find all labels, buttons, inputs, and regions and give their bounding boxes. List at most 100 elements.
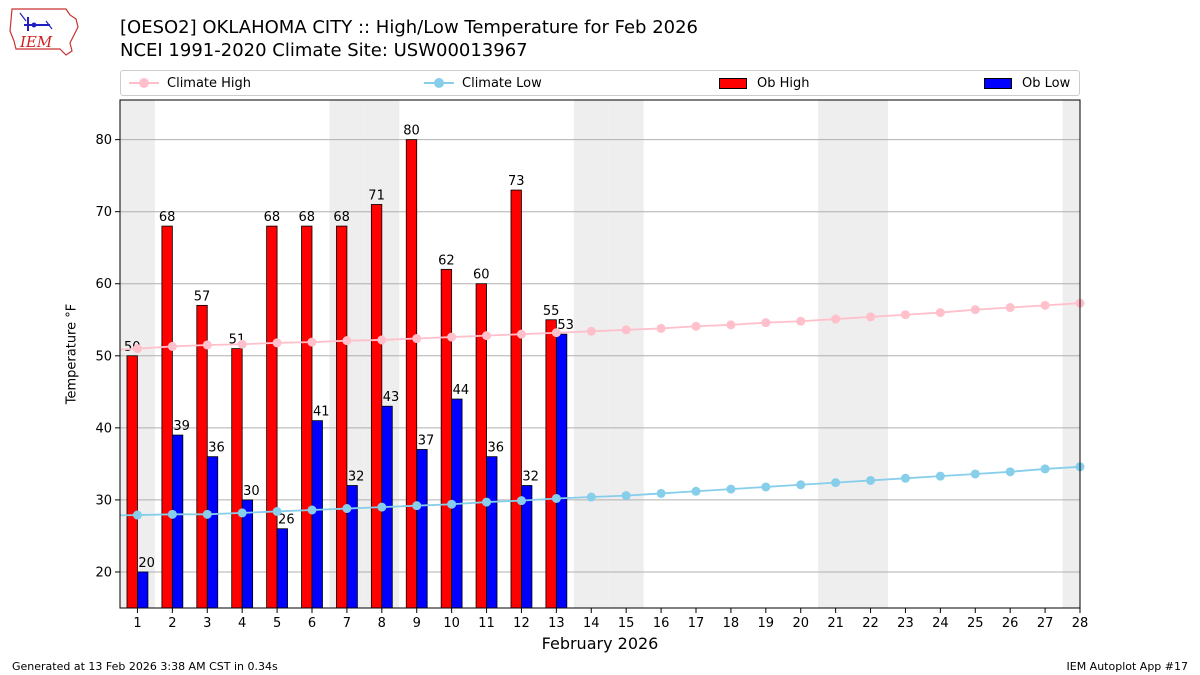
ob-high-label-5: 68 [264, 210, 281, 225]
legend-label-ob-low: Ob Low [1022, 75, 1071, 91]
climate-high-point-2 [167, 341, 177, 351]
climate-high-point-16 [656, 323, 666, 333]
ob-high-label-9: 80 [403, 124, 420, 139]
ob-low-bar-7 [346, 485, 358, 609]
climate-high-point-4 [237, 339, 247, 349]
legend-swatch-ob-low [984, 77, 1014, 89]
climate-low-point-26 [1005, 467, 1015, 477]
climate-low-point-16 [656, 488, 666, 498]
climate-high-point-21 [831, 314, 841, 324]
x-tick-label-7: 7 [343, 616, 351, 631]
ob-high-label-6: 68 [298, 210, 315, 225]
ob-low-label-13: 53 [557, 318, 574, 333]
climate-high-point-7 [342, 336, 352, 346]
app-credit: IEM Autoplot App #17 [1066, 660, 1189, 673]
climate-low-point-6 [307, 505, 317, 515]
x-tick-label-19: 19 [758, 616, 775, 631]
ob-high-bar-3 [196, 304, 208, 609]
climate-high-point-6 [307, 337, 317, 347]
climate-high-point-12 [516, 329, 526, 339]
ob-low-bar-9 [416, 449, 428, 609]
climate-high-point-5 [272, 338, 282, 348]
x-tick-label-23: 23 [897, 616, 914, 631]
climate-high-point-19 [761, 318, 771, 328]
climate-low-point-2 [167, 509, 177, 519]
y-tick-label-30: 30 [95, 493, 112, 508]
weekend-shade-14 [573, 100, 609, 608]
legend-swatch-climate-low [424, 77, 454, 89]
ob-low-label-9: 37 [418, 433, 435, 448]
x-tick-label-11: 11 [478, 616, 495, 631]
climate-high-point-8 [377, 335, 387, 345]
ob-high-bar-10 [440, 268, 453, 609]
climate-low-point-11 [482, 497, 492, 507]
climate-low-point-5 [272, 506, 282, 516]
climate-high-point-27 [1040, 300, 1050, 310]
iem-logo: IEM [9, 8, 79, 56]
climate-low-point-21 [831, 478, 841, 488]
climate-high-point-17 [691, 321, 701, 331]
chart-legend: Climate High Climate Low Ob High Ob Low [120, 70, 1080, 96]
y-tick-label-70: 70 [95, 205, 112, 220]
climate-low-point-18 [726, 484, 736, 494]
climate-high-point-25 [970, 305, 980, 315]
legend-swatch-climate-high [129, 77, 159, 89]
ob-high-bar-8 [370, 204, 383, 609]
x-tick-label-4: 4 [238, 616, 246, 631]
climate-low-point-27 [1040, 464, 1050, 474]
ob-high-label-2: 68 [159, 210, 176, 225]
x-tick-label-12: 12 [513, 616, 530, 631]
x-tick-label-20: 20 [792, 616, 809, 631]
climate-high-point-3 [202, 340, 212, 350]
ob-low-label-3: 36 [208, 441, 225, 456]
climate-low-point-19 [761, 482, 771, 492]
ob-low-label-1: 20 [138, 556, 155, 571]
climate-low-point-15 [621, 491, 631, 501]
x-tick-label-18: 18 [723, 616, 740, 631]
x-tick-label-3: 3 [203, 616, 211, 631]
ob-low-bar-5 [276, 528, 288, 609]
ob-high-bar-2 [161, 225, 173, 609]
ob-low-label-11: 36 [488, 441, 505, 456]
weekend-shade-28 [1062, 100, 1080, 608]
ob-high-label-11: 60 [473, 268, 490, 283]
ob-high-bar-7 [336, 225, 348, 609]
ob-high-bar-12 [510, 189, 522, 609]
climate-high-point-20 [796, 316, 806, 326]
ob-high-label-8: 71 [368, 188, 385, 203]
y-axis-label: Temperature °F [64, 303, 80, 405]
y-tick-label-80: 80 [95, 133, 112, 148]
climate-high-point-22 [866, 312, 876, 322]
x-tick-label-13: 13 [548, 616, 565, 631]
climate-high-line [119, 302, 1081, 351]
climate-high-point-11 [482, 331, 492, 341]
chart-title: [OESO2] OKLAHOMA CITY :: High/Low Temper… [120, 17, 699, 38]
x-tick-label-16: 16 [653, 616, 670, 631]
ob-low-label-7: 32 [348, 470, 365, 485]
climate-low-point-13 [551, 493, 561, 503]
y-tick-label-20: 20 [95, 565, 112, 580]
climate-low-point-17 [691, 486, 701, 496]
y-tick-label-40: 40 [95, 421, 112, 436]
climate-low-point-24 [935, 471, 945, 481]
x-tick-label-6: 6 [308, 616, 316, 631]
x-tick-label-8: 8 [378, 616, 386, 631]
ob-low-bar-1 [137, 571, 149, 609]
legend-label-ob-high: Ob High [757, 75, 810, 91]
climate-low-point-20 [796, 480, 806, 490]
ob-low-bar-3 [206, 456, 219, 609]
climate-high-point-14 [586, 326, 596, 336]
x-axis-label: February 2026 [541, 634, 659, 653]
x-tick-label-9: 9 [413, 616, 421, 631]
climate-low-point-22 [866, 475, 876, 485]
x-tick-label-15: 15 [618, 616, 635, 631]
logo-text: IEM [19, 33, 53, 51]
ob-low-label-10: 44 [453, 383, 470, 398]
climate-high-point-15 [621, 325, 631, 335]
y-tick-label-60: 60 [95, 277, 112, 292]
climate-low-point-25 [970, 469, 980, 479]
ob-low-label-8: 43 [383, 390, 400, 405]
x-tick-label-2: 2 [168, 616, 176, 631]
plot-frame [119, 99, 1081, 609]
